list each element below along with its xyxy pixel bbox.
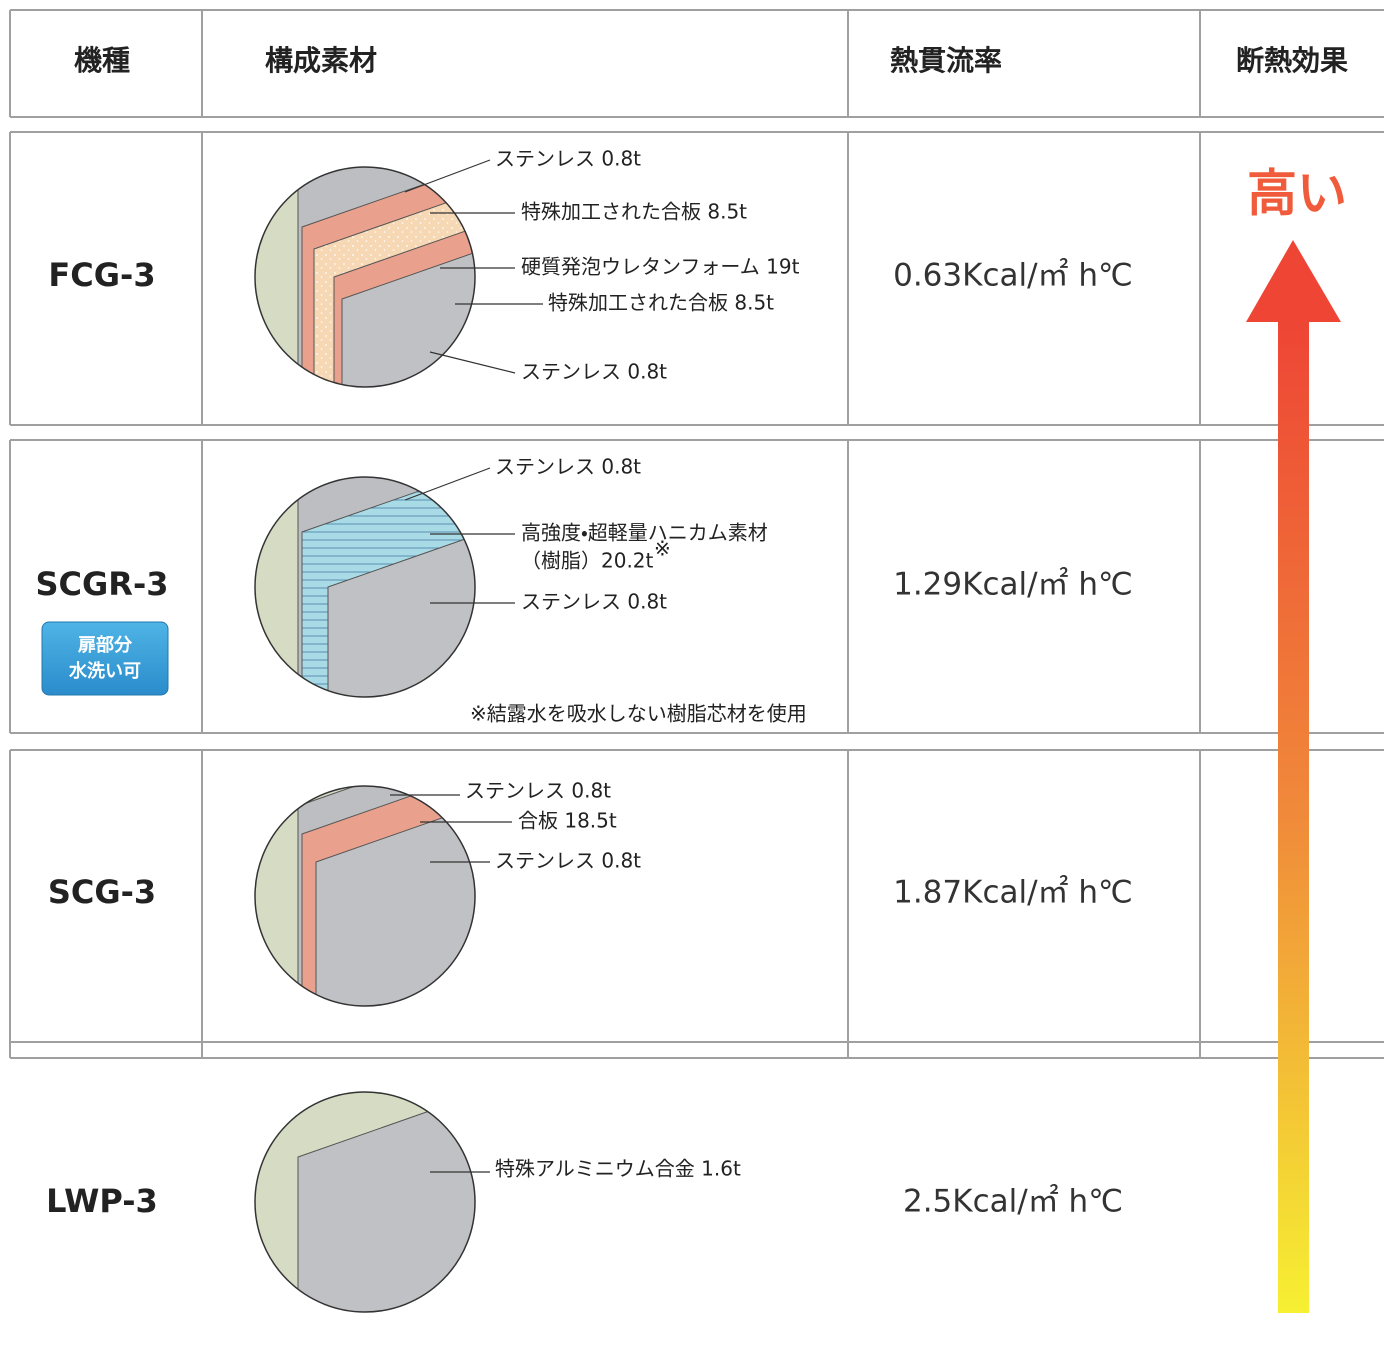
header-cell: 断熱効果 <box>1236 44 1348 77</box>
badge <box>41 621 169 696</box>
layer-label: 硬質発泡ウレタンフォーム 19t <box>521 255 800 279</box>
layer-label: ステンレス 0.8t <box>495 147 641 171</box>
diagram-outline <box>254 476 476 698</box>
header-cell: 構成素材 <box>265 44 377 77</box>
note: ※結露水を吸水しない樹脂芯材を使用 <box>470 702 807 726</box>
badge-text: 扉部分 <box>77 634 133 656</box>
layer-label: 高強度・超軽量ハニカム素材 <box>521 521 768 545</box>
layer-label: ステンレス 0.8t <box>495 849 641 873</box>
diagram-outline <box>254 785 476 1007</box>
effect-label: 高い <box>1247 165 1347 223</box>
leader-line <box>429 351 516 374</box>
layer-mark: ※ <box>654 537 671 561</box>
model-name: LWP-3 <box>46 1182 158 1220</box>
diagram-outline <box>254 1091 476 1313</box>
diagram-outline <box>254 166 476 388</box>
heat-transmission-value: 1.29Kcal/㎡ h℃ <box>893 567 1133 603</box>
header-cell: 熱貫流率 <box>890 44 1002 77</box>
leader-line <box>404 159 491 193</box>
effect-arrow-head <box>1246 240 1341 322</box>
effect-arrow-shaft <box>1278 318 1309 1313</box>
header-cell: 機種 <box>74 44 130 77</box>
layer-label: 特殊加工された合板 8.5t <box>521 200 747 224</box>
badge-text: 水洗い可 <box>68 660 141 682</box>
layer-label: ステンレス 0.8t <box>465 779 611 803</box>
material-diagram <box>255 1092 475 1312</box>
layer-label: ステンレス 0.8t <box>521 360 667 384</box>
material-diagram <box>255 477 475 697</box>
leader-line <box>404 467 491 501</box>
model-name: SCG-3 <box>48 873 156 911</box>
material-diagram <box>255 167 475 387</box>
layer-label: 特殊アルミニウム合金 1.6t <box>495 1157 741 1181</box>
heat-transmission-value: 0.63Kcal/㎡ h℃ <box>893 258 1133 294</box>
layer-label: （樹脂）20.2t <box>521 549 654 573</box>
heat-transmission-value: 2.5Kcal/㎡ h℃ <box>903 1184 1123 1220</box>
model-name: SCGR-3 <box>36 565 169 603</box>
layer-label: 合板 18.5t <box>518 809 617 833</box>
model-name: FCG-3 <box>48 256 155 294</box>
layer-label: 特殊加工された合板 8.5t <box>548 291 774 315</box>
heat-transmission-value: 1.87Kcal/㎡ h℃ <box>893 875 1133 911</box>
layer-label: ステンレス 0.8t <box>495 455 641 479</box>
layer-label: ステンレス 0.8t <box>521 590 667 614</box>
